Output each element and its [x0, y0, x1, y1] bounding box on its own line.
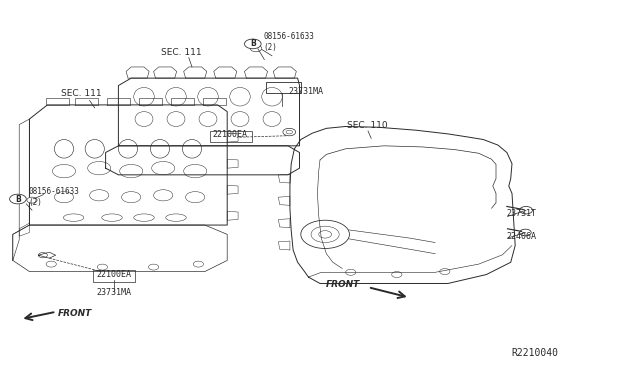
- Text: 08156-61633
(2): 08156-61633 (2): [263, 32, 314, 52]
- Bar: [93, 270, 135, 282]
- Bar: [266, 82, 301, 93]
- Text: 23731T: 23731T: [507, 209, 537, 218]
- Text: 08156-61633
(2): 08156-61633 (2): [28, 187, 79, 207]
- Text: 23731MA: 23731MA: [96, 288, 131, 296]
- Bar: [210, 131, 252, 142]
- Text: B: B: [250, 39, 255, 48]
- Text: 22100EA: 22100EA: [96, 270, 131, 279]
- Text: SEC. 111: SEC. 111: [61, 89, 101, 98]
- Text: 22406A: 22406A: [507, 232, 537, 241]
- Text: FRONT: FRONT: [325, 280, 360, 289]
- Circle shape: [244, 39, 261, 49]
- Text: SEC. 110: SEC. 110: [347, 121, 387, 130]
- Text: 23731MA: 23731MA: [288, 87, 323, 96]
- Circle shape: [10, 194, 26, 204]
- Text: FRONT: FRONT: [58, 309, 92, 318]
- Circle shape: [27, 197, 37, 203]
- Text: R2210040: R2210040: [512, 348, 559, 358]
- Text: B: B: [15, 195, 20, 203]
- Circle shape: [250, 45, 262, 52]
- Text: 22100EA: 22100EA: [212, 129, 248, 138]
- Text: SEC. 111: SEC. 111: [161, 48, 202, 57]
